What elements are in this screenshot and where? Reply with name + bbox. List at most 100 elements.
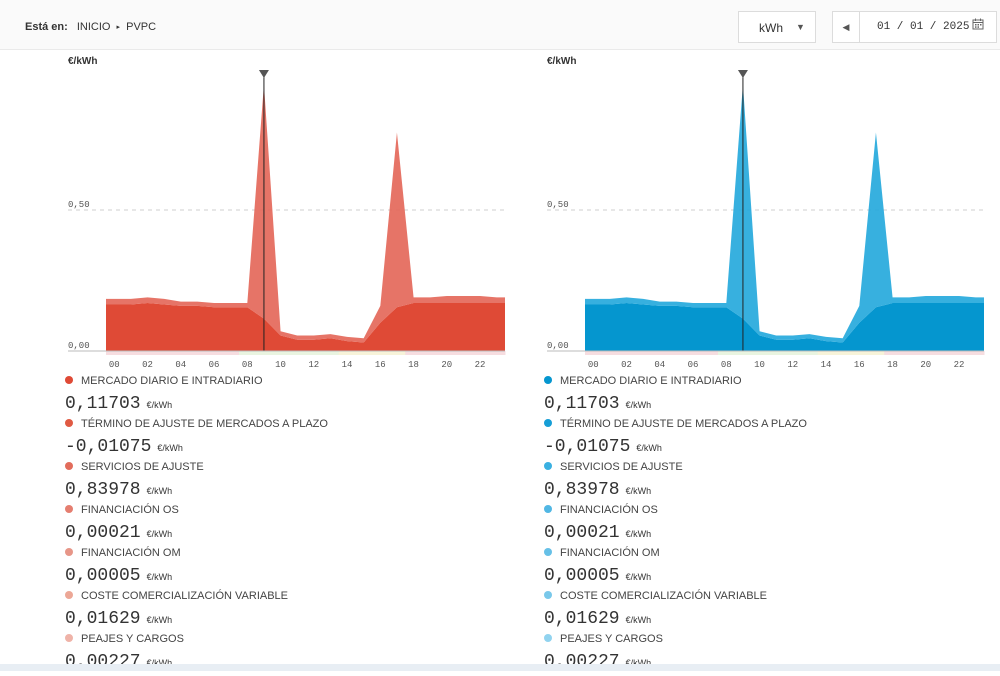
x-tick-label: 20 [441,360,452,370]
legend-item[interactable]: MERCADO DIARIO E INTRADIARIO 0,11703 €/kW… [544,375,1000,418]
legend-label: PEAJES Y CARGOS [81,633,184,645]
legend-item[interactable]: SERVICIOS DE AJUSTE 0,83978 €/kWh [544,461,1000,504]
price-panel-red: €/kWh 0,00 0,50 00 02 04 06 08 10 12 14 16 18 20 22 … [65,50,535,672]
legend-unit: €/kWh [146,658,173,668]
x-tick-label: 08 [721,360,732,370]
legend-dot [544,419,552,427]
hour-band [801,351,819,355]
x-tick-label: 20 [920,360,931,370]
legend-label: TÉRMINO DE AJUSTE DE MERCADOS A PLAZO [560,418,807,430]
hour-band [601,351,619,355]
legend-label: FINANCIACIÓN OM [81,547,181,559]
y-tick-label: 0,50 [68,200,90,210]
date-input[interactable]: 01 / 01 / 2025 [877,21,970,33]
legend-unit: €/kWh [157,443,183,453]
hour-band [668,351,686,355]
price-chart-red: €/kWh 0,00 0,50 00 02 04 06 08 10 12 14 16 18 20 22 [68,56,506,370]
hour-band [817,351,835,355]
y-tick-label: 0,50 [547,200,569,210]
legend-unit: €/kWh [625,572,652,582]
legend-item[interactable]: MERCADO DIARIO E INTRADIARIO 0,11703 €/kW… [65,375,535,418]
hour-band [322,351,340,355]
x-tick-label: 18 [408,360,419,370]
date-picker[interactable]: ◀ 01 / 01 / 2025 [832,11,997,43]
hour-band [934,351,952,355]
hour-band [701,351,719,355]
breadcrumb-inicio[interactable]: INICIO [76,21,111,33]
legend-dot [544,376,552,384]
hour-band [634,351,652,355]
legend-item[interactable]: FINANCIACIÓN OM 0,00005 €/kWh [544,547,1000,590]
x-tick-label: 14 [342,360,353,370]
x-tick-label: 04 [654,360,665,370]
legend-unit: €/kWh [625,658,652,668]
hour-band [950,351,968,355]
hour-band [867,351,885,355]
hour-band [122,351,140,355]
hour-band [338,351,356,355]
x-tick-label: 00 [109,360,120,370]
legend-item[interactable]: SERVICIOS DE AJUSTE 0,83978 €/kWh [65,461,535,504]
hour-band [734,351,752,355]
legend-item[interactable]: FINANCIACIÓN OS 0,00021 €/kWh [544,504,1000,547]
hour-band [189,351,207,355]
legend-item[interactable]: COSTE COMERCIALIZACIÓN VARIABLE 0,01629 €… [544,590,1000,633]
legend-dot [544,634,552,642]
legend-item[interactable]: FINANCIACIÓN OM 0,00005 €/kWh [65,547,535,590]
x-tick-label: 12 [308,360,319,370]
chart-unit-label: €/kWh [68,56,97,67]
legend-item[interactable]: FINANCIACIÓN OS 0,00021 €/kWh [65,504,535,547]
hour-band [585,351,603,355]
hour-band [155,351,173,355]
selected-hour-marker [258,70,269,78]
hour-band [172,351,190,355]
hour-band [718,351,736,355]
legend-dot [544,591,552,599]
legend-value: 0,11703 [544,394,620,414]
unit-select[interactable]: kWh ▼ [738,11,816,43]
legend-dot [544,462,552,470]
legend-unit: €/kWh [146,400,173,410]
legend-label: COSTE COMERCIALIZACIÓN VARIABLE [560,590,768,602]
x-tick-label: 08 [242,360,253,370]
hour-band [305,351,323,355]
hour-band [684,351,702,355]
legend-item[interactable]: COSTE COMERCIALIZACIÓN VARIABLE 0,01629 €… [65,590,535,633]
selected-hour-marker [737,70,748,78]
legend-unit: €/kWh [625,615,652,625]
legend-label: FINANCIACIÓN OS [81,504,179,516]
legend-dot [65,591,73,599]
legend-value: 0,00021 [65,523,141,543]
breadcrumb-separator: ▸ [116,24,121,31]
legend-item[interactable]: TÉRMINO DE AJUSTE DE MERCADOS A PLAZO -0… [544,418,1000,461]
legend-label: SERVICIOS DE AJUSTE [560,461,683,473]
hour-band [917,351,935,355]
hour-band [488,351,506,355]
hour-band [900,351,918,355]
calendar-icon[interactable] [972,18,984,30]
breadcrumb-pvpc[interactable]: PVPC [126,21,157,33]
bottom-scroll-strip [0,664,1000,671]
legend-dot [65,548,73,556]
legend-value: -0,01075 [65,437,152,457]
legend-dot [544,548,552,556]
hour-band [239,351,257,355]
x-tick-label: 10 [275,360,286,370]
y-tick-label: 0,00 [68,341,90,351]
x-tick-label: 16 [375,360,386,370]
legend-label: TÉRMINO DE AJUSTE DE MERCADOS A PLAZO [81,418,328,430]
hour-band [255,351,273,355]
legend-unit: €/kWh [146,529,173,539]
hour-band [388,351,406,355]
hour-band [139,351,157,355]
hour-band [272,351,290,355]
legend-item[interactable]: TÉRMINO DE AJUSTE DE MERCADOS A PLAZO -0… [65,418,535,461]
hour-band [751,351,769,355]
legend-dot [65,505,73,513]
previous-day-button[interactable]: ◀ [833,12,860,42]
legend-value: -0,01075 [544,437,631,457]
x-tick-label: 02 [621,360,632,370]
breadcrumb: Está en: INICIO ▸ PVPC [25,21,156,33]
legend-unit: €/kWh [625,529,652,539]
hour-band [834,351,852,355]
